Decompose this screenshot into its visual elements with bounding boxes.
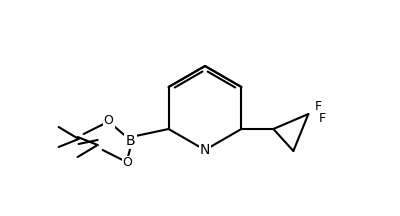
- Text: F: F: [314, 100, 322, 113]
- Text: N: N: [200, 143, 210, 157]
- Text: F: F: [318, 113, 326, 125]
- Text: B: B: [126, 134, 136, 148]
- Text: O: O: [123, 157, 132, 170]
- Text: O: O: [104, 114, 114, 127]
